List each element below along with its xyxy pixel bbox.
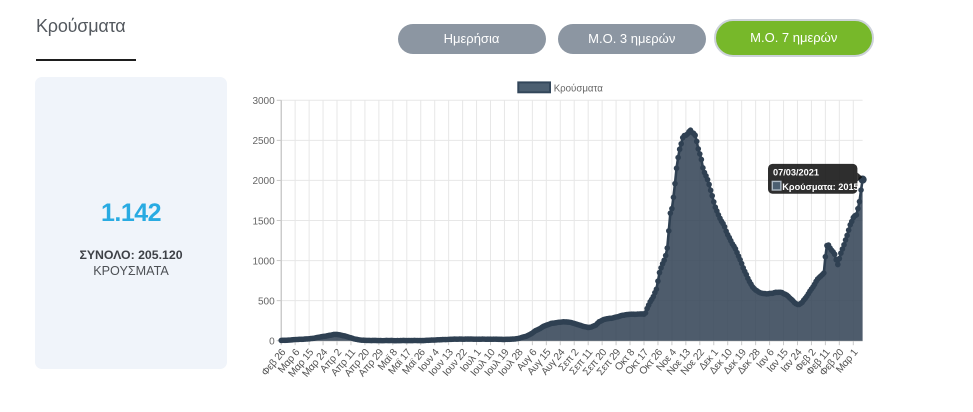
svg-text:Κρούσματα: 2015: Κρούσματα: 2015 bbox=[782, 182, 858, 192]
svg-text:3000: 3000 bbox=[252, 96, 275, 107]
svg-text:07/03/2021: 07/03/2021 bbox=[773, 167, 819, 177]
svg-text:2000: 2000 bbox=[252, 176, 275, 187]
svg-text:1500: 1500 bbox=[252, 216, 275, 227]
svg-text:2500: 2500 bbox=[252, 136, 275, 147]
svg-text:1000: 1000 bbox=[252, 256, 275, 267]
svg-text:0: 0 bbox=[269, 337, 275, 348]
svg-text:500: 500 bbox=[258, 296, 275, 307]
svg-text:Κρούσματα: Κρούσματα bbox=[554, 83, 604, 94]
